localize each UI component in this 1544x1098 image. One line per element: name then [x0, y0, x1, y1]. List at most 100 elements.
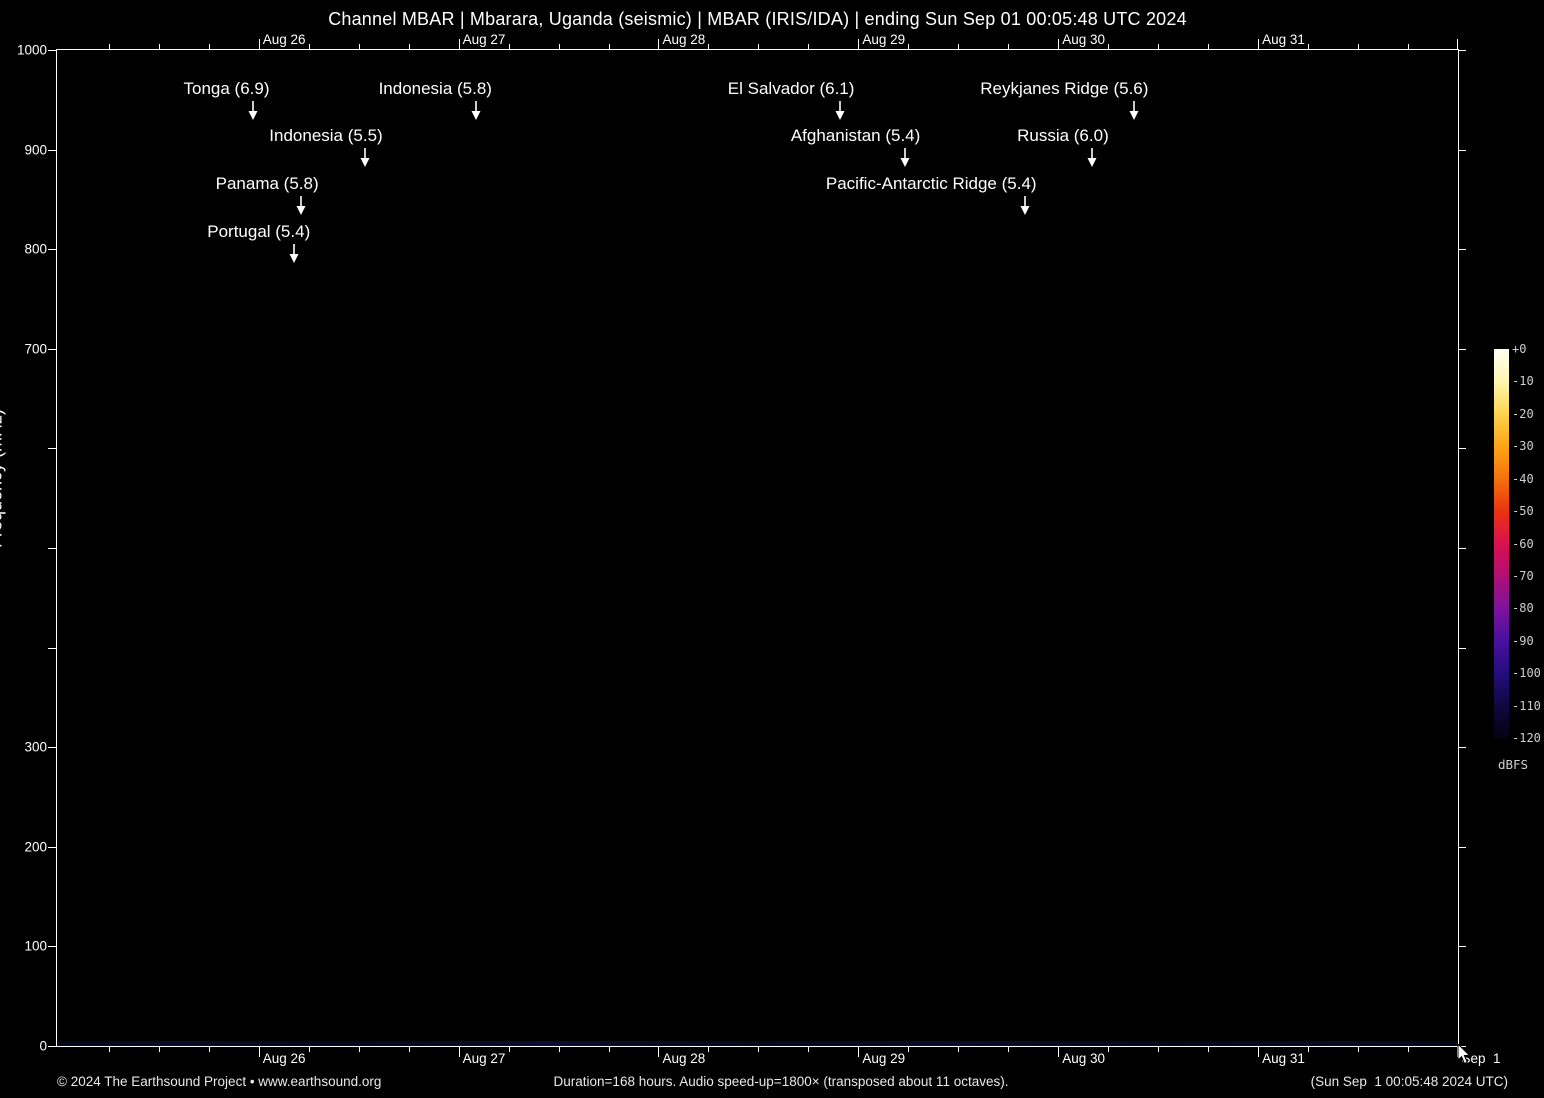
x-axis-minor-tick-top — [558, 44, 560, 50]
x-axis-minor-tick-bottom — [808, 1046, 810, 1052]
x-axis-minor-tick-bottom — [758, 1046, 760, 1052]
y-axis-tick-right — [1458, 50, 1466, 51]
x-axis-label-top: Aug 28 — [662, 32, 706, 47]
footer-duration: Duration=168 hours. Audio speed-up=1800×… — [553, 1074, 1009, 1089]
y-axis-tick-right — [1458, 647, 1466, 649]
x-axis-minor-tick-bottom — [358, 1046, 360, 1052]
y-axis-label: 0 — [39, 1038, 47, 1054]
y-axis-tick-right — [1458, 1046, 1466, 1047]
colorbar-unit-label: dBFS — [1497, 757, 1529, 772]
y-axis-tick-right — [1458, 249, 1466, 251]
y-axis-tick-left — [48, 149, 57, 151]
colorbar-tick-label: -60 — [1512, 536, 1534, 551]
colorbar-tick-label: -100 — [1512, 666, 1541, 681]
x-axis-minor-tick-bottom — [1308, 1046, 1310, 1052]
y-axis-tick-right — [1458, 548, 1466, 549]
y-axis-label: 100 — [24, 938, 47, 954]
y-axis-tick-right — [1458, 149, 1466, 151]
colorbar-tick-label: -20 — [1512, 406, 1534, 421]
x-axis-minor-tick-bottom — [908, 1046, 910, 1052]
y-axis-tick-left — [48, 747, 57, 749]
x-axis-minor-tick-top — [358, 44, 360, 50]
event-label: Reykjanes Ridge (5.6) — [980, 78, 1149, 98]
x-axis-minor-tick-top — [308, 44, 310, 50]
footer-copyright: © 2024 The Earthsound Project • www.eart… — [57, 1074, 382, 1089]
x-axis-major-tick-top — [858, 39, 860, 50]
x-axis-minor-tick-top — [608, 44, 610, 50]
y-axis-tick-left — [48, 946, 57, 948]
event-label: Indonesia (5.5) — [269, 125, 383, 145]
colorbar-tick-label: -80 — [1512, 601, 1534, 616]
x-axis-major-tick-bottom — [658, 1046, 660, 1057]
x-axis-minor-tick-bottom — [1158, 1046, 1160, 1052]
event-label: Russia (6.0) — [1017, 125, 1109, 145]
event-arrow-icon — [900, 147, 910, 167]
event-arrow-icon — [1087, 147, 1097, 167]
y-axis-tick-left — [48, 249, 57, 251]
x-axis-minor-tick-bottom — [1358, 1046, 1360, 1052]
y-axis-tick-right — [1458, 946, 1466, 948]
x-axis-major-tick-top — [1058, 39, 1060, 50]
y-axis-tick-left — [48, 50, 57, 51]
y-axis-tick-left — [48, 647, 57, 649]
x-axis-minor-tick-bottom — [158, 1046, 160, 1052]
x-axis-label-bottom: Aug 28 — [662, 1051, 706, 1066]
x-axis-label-bottom: Aug 26 — [262, 1051, 306, 1066]
x-axis-minor-tick-bottom — [108, 1046, 110, 1052]
x-axis-minor-tick-top — [158, 44, 160, 50]
colorbar-tick-label: -120 — [1512, 731, 1541, 745]
y-axis-tick-left — [48, 348, 57, 350]
x-axis-minor-tick-top — [1358, 44, 1360, 50]
y-axis-title: Frequency (mHz) — [0, 408, 6, 548]
x-axis-minor-tick-top — [958, 44, 960, 50]
y-axis-label: 300 — [24, 739, 47, 755]
event-label: Pacific-Antarctic Ridge (5.4) — [825, 174, 1037, 194]
x-axis-major-tick-top — [458, 39, 460, 50]
x-axis-major-tick-bottom — [1258, 1046, 1260, 1057]
x-axis-minor-tick-top — [1108, 44, 1110, 50]
x-axis-minor-tick-top — [408, 44, 410, 50]
y-axis-tick-left — [48, 548, 57, 549]
x-axis-minor-tick-top — [708, 44, 710, 50]
colorbar-tick-label: -40 — [1512, 471, 1534, 486]
x-axis-minor-tick-bottom — [708, 1046, 710, 1052]
low-frequency-signal-band — [57, 1041, 1458, 1046]
event-arrow-icon — [1129, 100, 1139, 120]
y-axis-label: 900 — [24, 142, 47, 158]
event-label: Indonesia (5.8) — [378, 78, 492, 98]
x-axis-minor-tick-bottom — [308, 1046, 310, 1052]
x-axis-minor-tick-top — [1008, 44, 1010, 50]
x-axis-major-tick-bottom — [458, 1046, 460, 1057]
x-axis-minor-tick-top — [808, 44, 810, 50]
y-axis-label: 200 — [24, 839, 47, 855]
x-axis-label-bottom: Aug 31 — [1262, 1051, 1305, 1066]
event-arrow-icon — [296, 196, 306, 216]
x-axis-label-top: Aug 29 — [862, 32, 906, 47]
x-axis-major-tick-top — [1258, 39, 1260, 50]
x-axis-major-tick-bottom — [258, 1046, 260, 1057]
event-label: El Salvador (6.1) — [727, 78, 855, 98]
x-axis-minor-tick-top — [1158, 44, 1160, 50]
x-axis-minor-tick-bottom — [408, 1046, 410, 1052]
colorbar-tick-label: -10 — [1512, 374, 1534, 389]
colorbar-tick-label: -70 — [1512, 568, 1534, 583]
event-arrow-icon — [360, 147, 370, 167]
x-axis-label-top: Aug 30 — [1062, 32, 1106, 47]
x-axis-minor-tick-top — [908, 44, 910, 50]
y-axis-tick-right — [1458, 348, 1466, 350]
event-arrow-icon — [289, 244, 299, 264]
x-axis-minor-tick-bottom — [1008, 1046, 1010, 1052]
x-axis-label-bottom: Aug 30 — [1062, 1051, 1106, 1066]
x-axis-major-tick-top — [1457, 39, 1459, 50]
x-axis-minor-tick-bottom — [208, 1046, 210, 1052]
y-axis-tick-left — [48, 846, 57, 848]
event-arrow-icon — [248, 100, 258, 120]
x-axis-label-top: Aug 27 — [462, 32, 506, 47]
x-axis-minor-tick-top — [1308, 44, 1310, 50]
spectrogram-plot-area: Aug 26 Aug 26 Aug 27 Aug 27 Aug 28 Aug 28 Aug … — [17, 32, 1501, 1066]
x-axis-minor-tick-bottom — [1108, 1046, 1110, 1052]
x-axis-major-tick-top — [258, 39, 260, 50]
x-axis-minor-tick-bottom — [1208, 1046, 1210, 1052]
x-axis-major-tick-bottom — [1058, 1046, 1060, 1057]
